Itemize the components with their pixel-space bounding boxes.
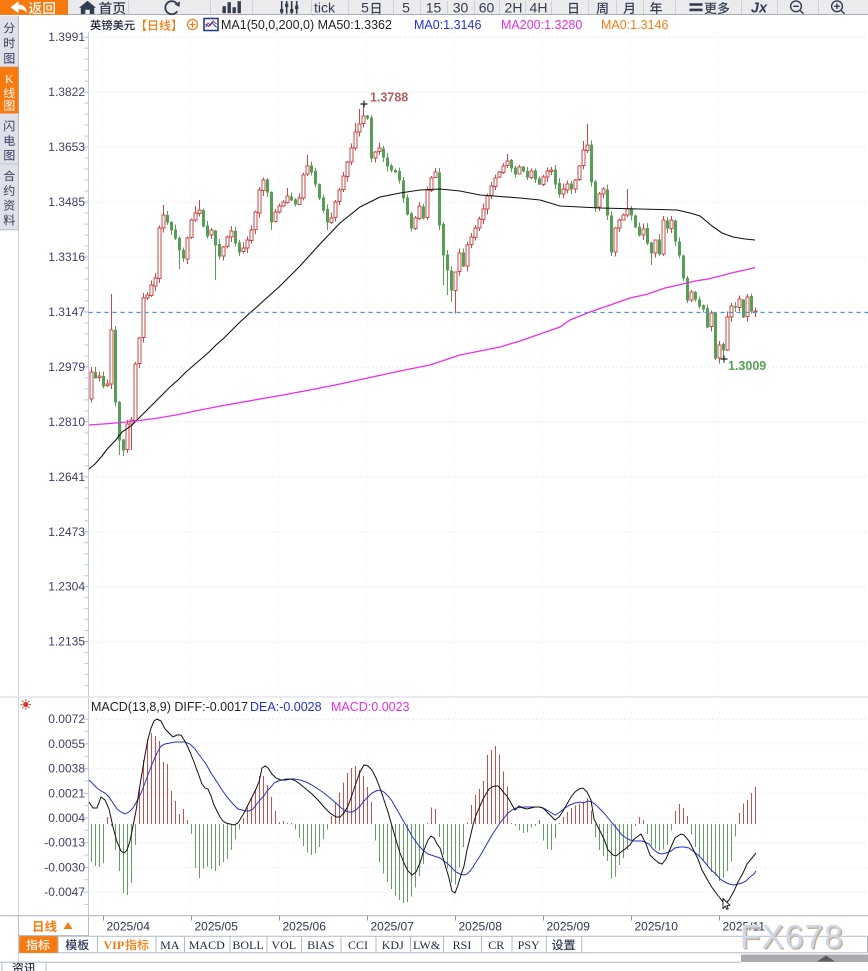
svg-text:0.0072: 0.0072: [48, 712, 85, 726]
svg-text:RSI: RSI: [453, 938, 472, 952]
svg-text:DEA:-0.0028: DEA:-0.0028: [250, 700, 322, 714]
svg-text:MACD:0.0023: MACD:0.0023: [331, 700, 410, 714]
svg-text:0.0021: 0.0021: [48, 786, 85, 800]
svg-text:FX678: FX678: [742, 921, 846, 958]
svg-text:2025/08: 2025/08: [459, 920, 503, 934]
svg-text:0.0038: 0.0038: [48, 762, 85, 776]
svg-text:0.0055: 0.0055: [48, 737, 85, 751]
svg-text:2H: 2H: [505, 0, 523, 15]
svg-text:KDJ: KDJ: [382, 938, 404, 952]
svg-text:2025/10: 2025/10: [635, 920, 679, 934]
svg-text:CR: CR: [488, 938, 504, 952]
svg-text:15: 15: [426, 0, 442, 15]
svg-text:1.3653: 1.3653: [48, 140, 85, 154]
svg-text:1.3009: 1.3009: [728, 359, 766, 373]
svg-text:5: 5: [361, 0, 369, 15]
svg-text:2025/05: 2025/05: [195, 920, 239, 934]
svg-text:MA: MA: [160, 938, 180, 952]
svg-text:1.2473: 1.2473: [48, 525, 85, 539]
svg-text:MA200:1.3280: MA200:1.3280: [501, 18, 582, 32]
svg-text:PSY: PSY: [518, 938, 540, 952]
svg-text:2025/04: 2025/04: [107, 920, 151, 934]
svg-text:K: K: [5, 72, 14, 86]
svg-text:1.3991: 1.3991: [48, 30, 85, 44]
svg-text:1.2135: 1.2135: [48, 635, 85, 649]
svg-text:1.3485: 1.3485: [48, 195, 85, 209]
svg-text:1.3822: 1.3822: [48, 85, 85, 99]
svg-text:FX678: FX678: [740, 919, 844, 956]
svg-text:2025/11: 2025/11: [723, 920, 766, 934]
svg-text:2025/09: 2025/09: [547, 920, 591, 934]
svg-text:LW&: LW&: [413, 938, 441, 952]
svg-text:-0.0013: -0.0013: [44, 836, 85, 850]
svg-text:VOL: VOL: [271, 938, 296, 952]
svg-text:MACD(13,8,9) DIFF:-0.0017: MACD(13,8,9) DIFF:-0.0017: [91, 700, 248, 714]
svg-text:2025/06: 2025/06: [283, 920, 327, 934]
svg-text:tick: tick: [314, 0, 336, 16]
svg-text:MA0:1.3146: MA0:1.3146: [601, 18, 668, 32]
svg-text:-0.0047: -0.0047: [44, 885, 85, 899]
svg-text:30: 30: [453, 0, 469, 15]
svg-text:1.2641: 1.2641: [48, 470, 85, 484]
svg-text:1.2810: 1.2810: [48, 415, 85, 429]
svg-text:5: 5: [402, 0, 410, 15]
svg-text:BOLL: BOLL: [232, 938, 263, 952]
svg-text:1.2304: 1.2304: [48, 580, 85, 594]
svg-text:VIP: VIP: [104, 938, 125, 952]
svg-text:2025/07: 2025/07: [371, 920, 415, 934]
svg-text:CCI: CCI: [348, 938, 368, 952]
svg-text:MA0:1.3146: MA0:1.3146: [414, 18, 481, 32]
svg-text:4H: 4H: [530, 0, 548, 15]
svg-text:MA1(50,0,200,0) MA50:1.3362: MA1(50,0,200,0) MA50:1.3362: [221, 18, 392, 32]
svg-text:1.2979: 1.2979: [48, 360, 85, 374]
svg-text:MACD: MACD: [189, 938, 225, 952]
svg-text:1.3316: 1.3316: [48, 250, 85, 264]
svg-text:Jx: Jx: [751, 1, 768, 17]
svg-text:1.3147: 1.3147: [48, 305, 85, 319]
svg-text:0.0004: 0.0004: [48, 811, 85, 825]
svg-text:1.3788: 1.3788: [370, 91, 408, 105]
svg-text:60: 60: [479, 0, 495, 15]
svg-text:-0.0030: -0.0030: [44, 860, 85, 874]
svg-text:BIAS: BIAS: [307, 938, 334, 952]
